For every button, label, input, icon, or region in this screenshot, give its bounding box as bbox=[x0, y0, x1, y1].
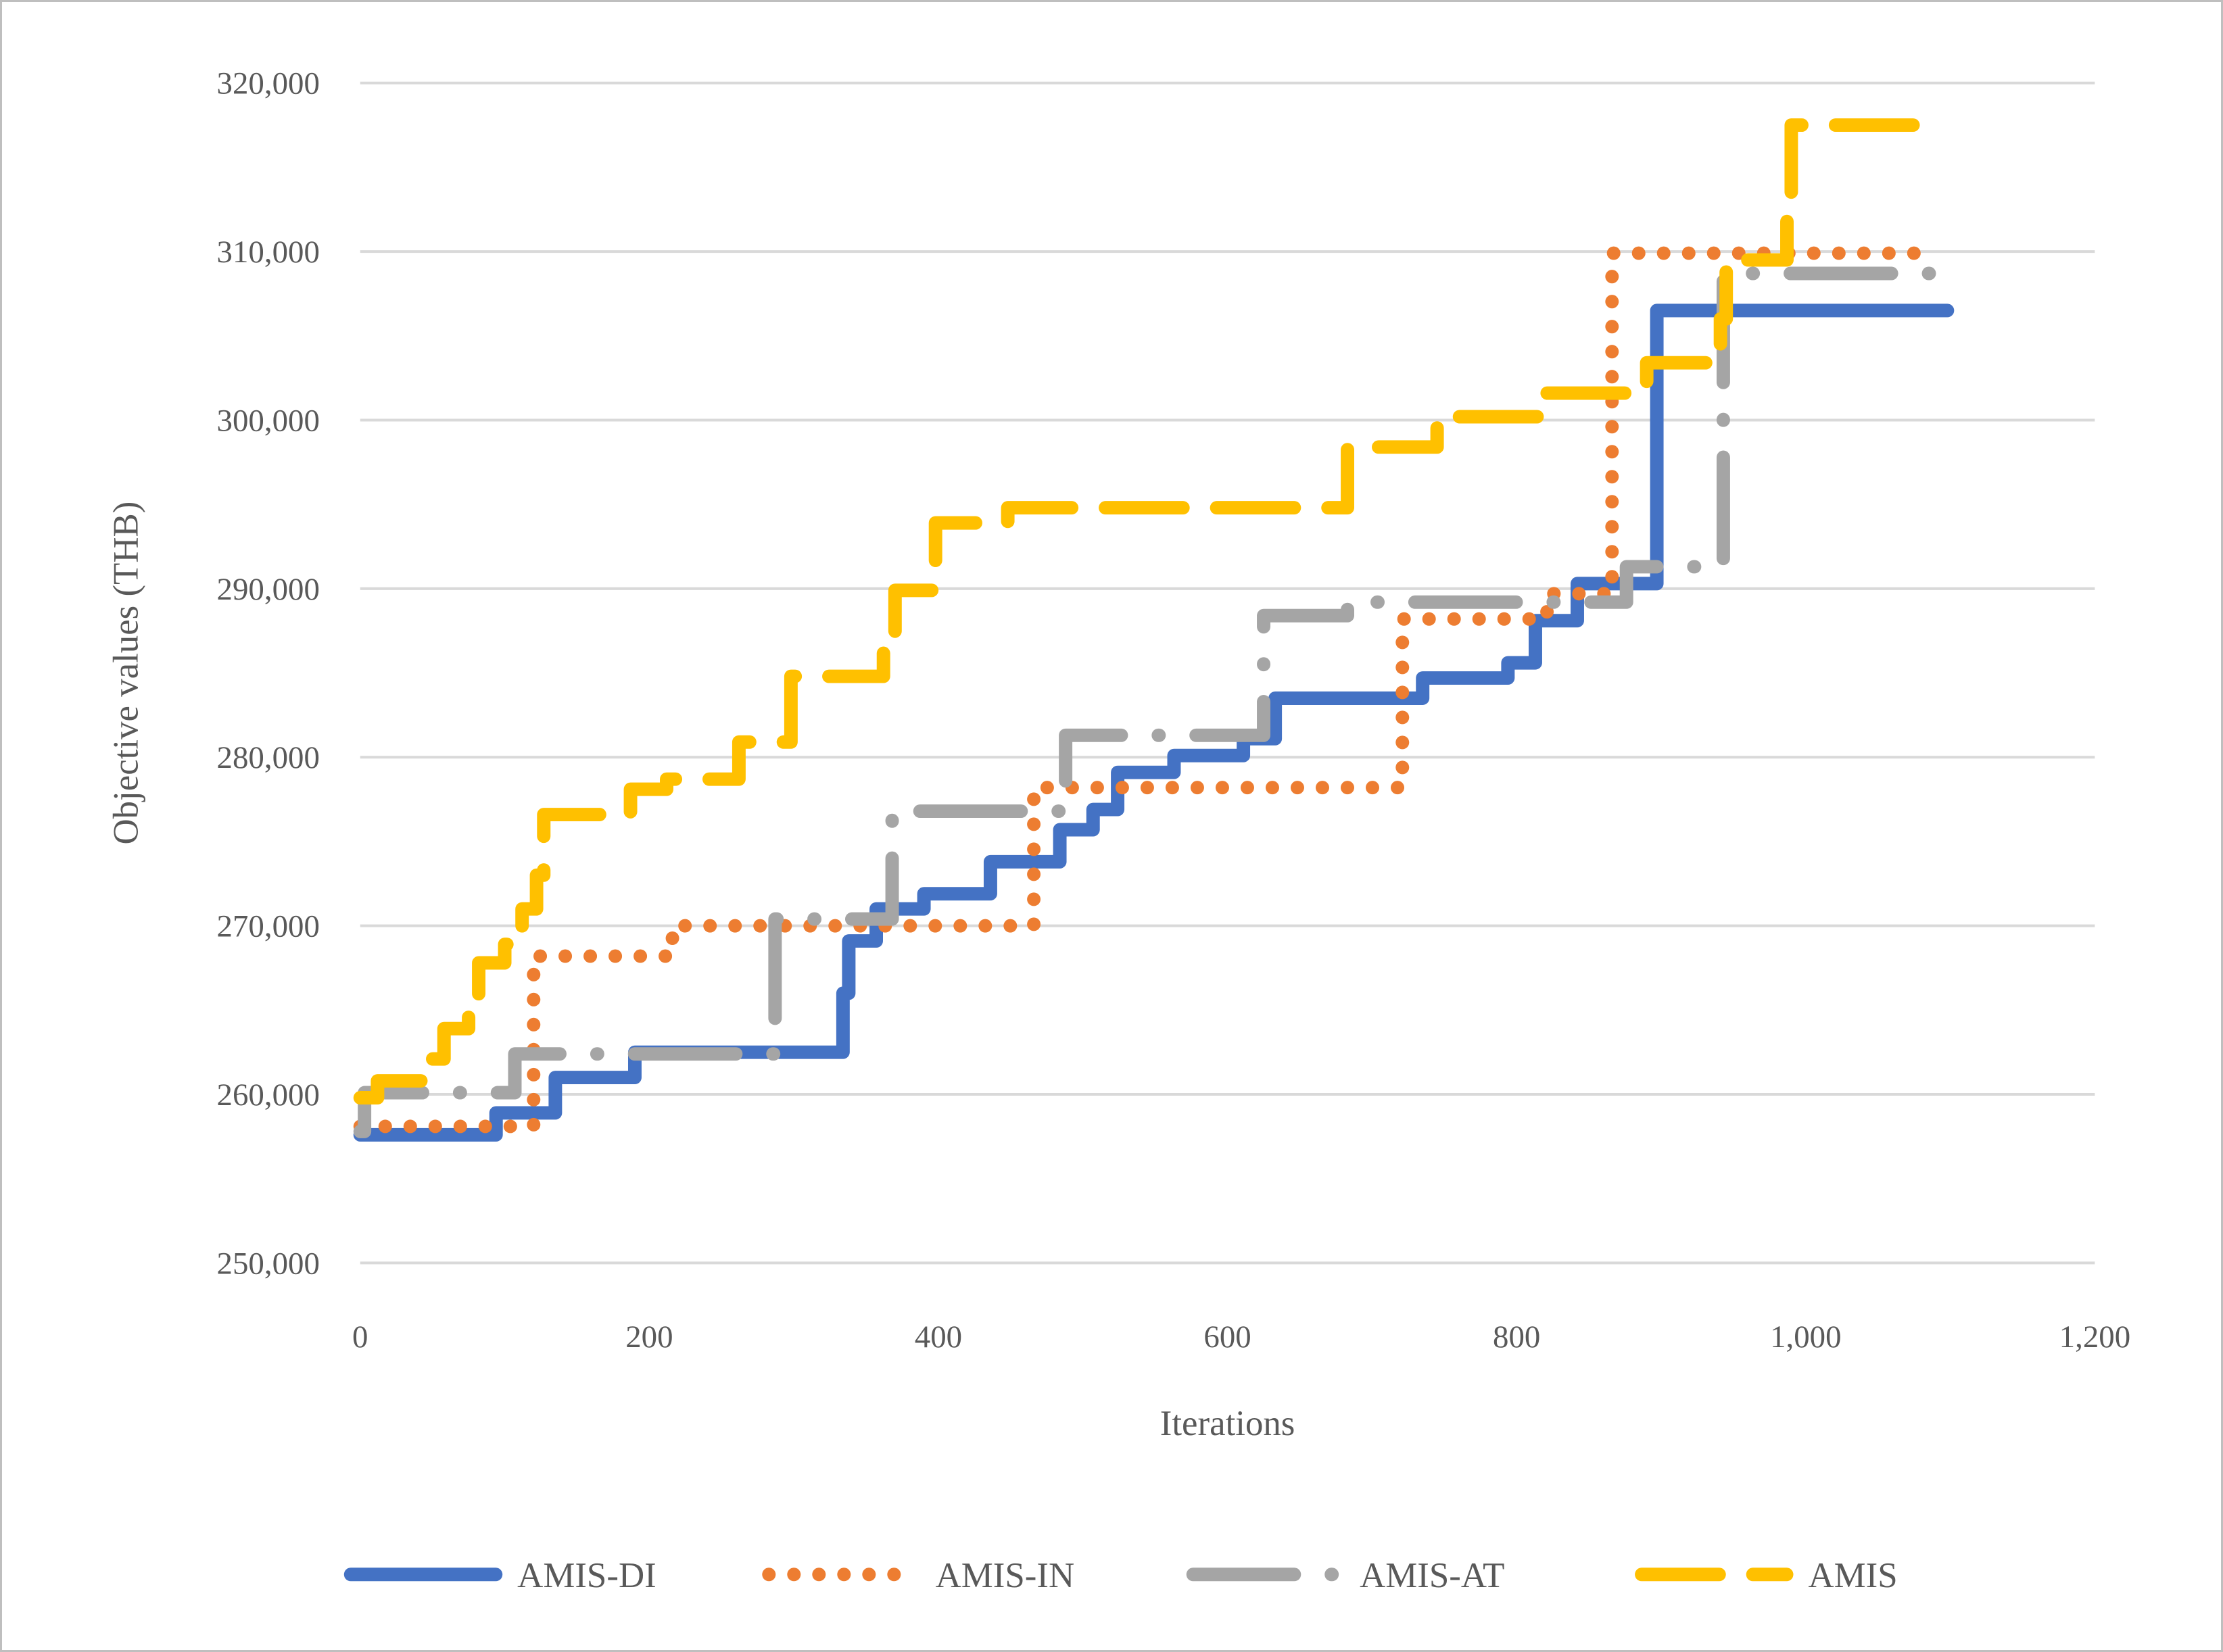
legend-item-amis: AMIS bbox=[1635, 1556, 1898, 1595]
series-path-amis-di bbox=[353, 303, 1955, 1142]
legend-label-amis: AMIS bbox=[1808, 1556, 1897, 1595]
x-tick-label: 800 bbox=[1493, 1319, 1540, 1355]
y-tick-label: 290,000 bbox=[217, 572, 320, 607]
x-tick-label: 0 bbox=[352, 1319, 368, 1355]
y-tick-label: 260,000 bbox=[217, 1077, 320, 1113]
legend-label-amis-at: AMIS-AT bbox=[1360, 1556, 1504, 1595]
y-axis-title: Objective values (THB) bbox=[107, 502, 146, 845]
legend-item-amis-di: AMIS-DI bbox=[343, 1556, 656, 1595]
x-tick-label: 200 bbox=[625, 1319, 673, 1355]
series-path-amis-in bbox=[353, 246, 1940, 1134]
gridlines bbox=[360, 81, 2095, 1265]
series-lines bbox=[353, 118, 1957, 1142]
legend: AMIS-DI AMIS-IN AMIS-AT AMIS bbox=[343, 1556, 1898, 1595]
y-tick-label: 310,000 bbox=[217, 235, 320, 270]
series-path-amis-at bbox=[353, 266, 1957, 1138]
y-tick-label: 320,000 bbox=[217, 66, 320, 101]
legend-label-amis-in: AMIS-IN bbox=[936, 1556, 1075, 1595]
y-tick-label: 250,000 bbox=[217, 1246, 320, 1281]
x-tick-label: 600 bbox=[1203, 1319, 1251, 1355]
x-axis-tick-labels: 0 200 400 600 800 1,000 1,200 bbox=[352, 1319, 2130, 1355]
legend-label-amis-di: AMIS-DI bbox=[517, 1556, 656, 1595]
series-path-amis bbox=[353, 118, 1936, 1104]
x-axis-title: Iterations bbox=[1160, 1404, 1295, 1443]
y-tick-label: 280,000 bbox=[217, 740, 320, 775]
legend-item-amis-in: AMIS-IN bbox=[762, 1556, 1075, 1595]
y-axis-tick-labels: 250,000 260,000 270,000 280,000 290,000 300,0… bbox=[217, 66, 320, 1282]
y-tick-label: 270,000 bbox=[217, 909, 320, 944]
x-tick-label: 1,200 bbox=[2059, 1319, 2130, 1355]
legend-item-amis-at: AMIS-AT bbox=[1186, 1556, 1504, 1595]
x-tick-label: 1,000 bbox=[1770, 1319, 1841, 1355]
x-tick-label: 400 bbox=[915, 1319, 962, 1355]
y-tick-label: 300,000 bbox=[217, 403, 320, 438]
